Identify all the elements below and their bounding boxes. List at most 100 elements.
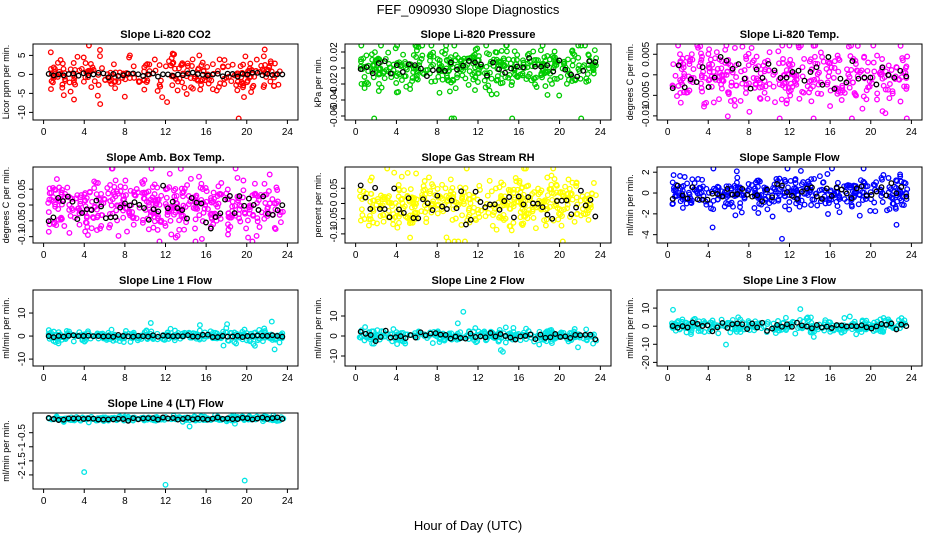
data-point (372, 338, 379, 345)
data-point (704, 322, 711, 329)
data-point (262, 200, 269, 206)
data-point (228, 330, 235, 337)
data-point (253, 232, 260, 239)
data-point (245, 234, 252, 241)
data-point (488, 188, 495, 195)
data-point (761, 89, 768, 96)
data-point (452, 85, 459, 92)
x-tick-label: 24 (595, 373, 607, 384)
data-point (460, 62, 466, 69)
panel-2: Slope Li-820 Pressure kPa per min. 0 4 8 12 16… (313, 29, 612, 138)
data-point (97, 47, 103, 53)
data-point (679, 204, 686, 211)
data-point (55, 194, 62, 201)
data-point (852, 57, 859, 64)
data-point (221, 57, 228, 64)
data-point (154, 226, 161, 233)
data-point (585, 216, 592, 223)
data-point (582, 202, 589, 209)
data-point (363, 79, 370, 86)
data-point (508, 331, 515, 338)
data-point (735, 61, 742, 68)
data-point (877, 328, 883, 334)
data-point (196, 173, 202, 180)
y-tick-label: -10 (329, 348, 340, 363)
x-tick-label: 24 (282, 373, 294, 384)
data-point (236, 193, 243, 200)
data-point (789, 61, 796, 68)
data-point (868, 325, 875, 332)
data-point (813, 193, 820, 200)
data-point (58, 214, 65, 221)
data-point (801, 55, 808, 62)
data-point (855, 201, 862, 208)
data-point (886, 95, 893, 102)
data-point (99, 65, 105, 72)
data-point (447, 335, 454, 342)
data-point (590, 340, 597, 347)
data-point (731, 97, 738, 103)
data-point (549, 215, 556, 222)
data-point (417, 65, 424, 72)
data-point (675, 44, 682, 49)
data-point (241, 71, 248, 78)
data-point (279, 208, 286, 215)
data-point (394, 224, 401, 231)
y-tick-label: -1.5 (17, 452, 28, 470)
data-point (731, 44, 738, 51)
data-point (412, 44, 419, 49)
data-point (234, 87, 241, 94)
data-point (834, 179, 841, 186)
data-point (465, 81, 472, 88)
data-point (164, 205, 171, 212)
data-point (690, 74, 697, 81)
data-point (831, 85, 838, 92)
data-point (412, 334, 419, 341)
data-point (362, 194, 369, 201)
data-point (784, 167, 791, 172)
panel-title: Slope Line 1 Flow (119, 275, 212, 287)
data-point (220, 342, 227, 349)
data-point (870, 59, 877, 66)
data-point (770, 184, 777, 191)
data-point (715, 330, 722, 337)
data-point (227, 223, 234, 230)
data-point (799, 88, 806, 95)
data-point (554, 75, 561, 82)
data-point (548, 186, 555, 193)
data-point (173, 334, 180, 341)
data-point (769, 325, 776, 332)
data-point (155, 416, 161, 423)
data-point (759, 74, 766, 81)
data-point (483, 50, 490, 57)
data-point (180, 193, 186, 200)
x-tick-label: 12 (160, 127, 172, 138)
data-point (192, 238, 199, 243)
data-point (774, 321, 781, 328)
data-point (198, 200, 205, 207)
x-tick-label: 4 (705, 250, 711, 261)
data-point (117, 204, 124, 211)
data-point (537, 331, 544, 338)
x-tick-label: 24 (595, 250, 607, 261)
data-point (502, 69, 509, 76)
x-tick-label: 12 (784, 373, 796, 384)
y-tick-label: 0.005 (641, 41, 652, 66)
data-point (871, 182, 878, 189)
data-point (883, 321, 890, 328)
data-point (144, 77, 151, 84)
data-point (513, 178, 520, 185)
data-point (811, 53, 818, 60)
data-point (64, 184, 71, 191)
data-point (240, 177, 247, 184)
data-point (497, 80, 504, 87)
data-point (885, 175, 892, 181)
data-point (893, 221, 900, 228)
data-point (553, 189, 560, 196)
data-point (490, 56, 497, 63)
data-point (496, 206, 503, 213)
data-point (587, 331, 594, 338)
data-point (428, 44, 435, 49)
data-point (410, 69, 417, 76)
data-point (885, 62, 892, 69)
